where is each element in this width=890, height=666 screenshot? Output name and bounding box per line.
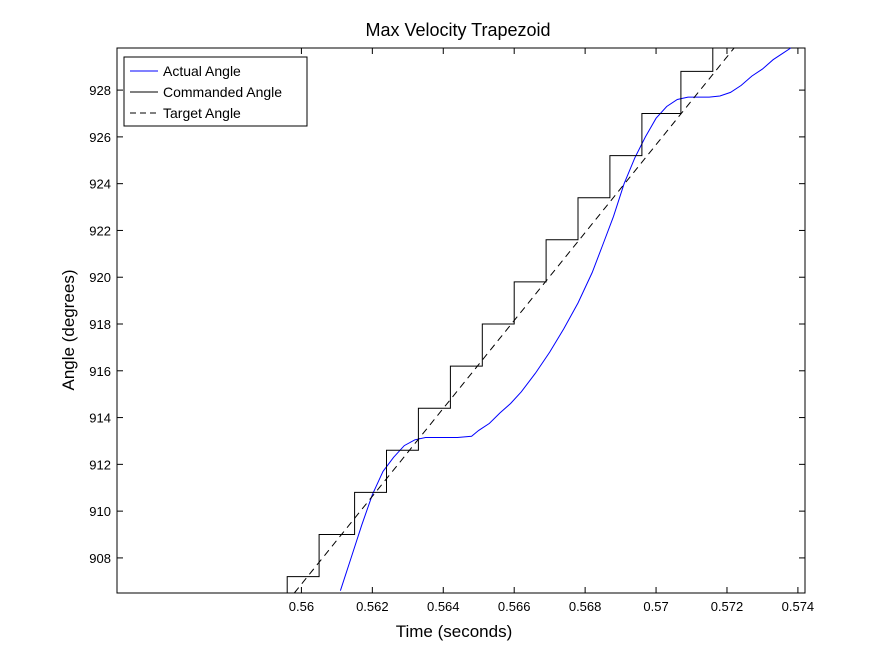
x-tick-label: 0.564	[427, 599, 460, 614]
x-tick-label: 0.562	[356, 599, 389, 614]
chart-title: Max Velocity Trapezoid	[365, 20, 550, 40]
y-tick-label: 910	[89, 504, 111, 519]
y-tick-label: 924	[89, 177, 111, 192]
y-tick-label: 912	[89, 457, 111, 472]
legend-label-commanded-angle: Commanded Angle	[163, 84, 282, 100]
y-tick-label: 920	[89, 270, 111, 285]
plot-area	[116, 47, 806, 594]
x-tick-label: 0.566	[498, 599, 531, 614]
y-tick-label: 928	[89, 83, 111, 98]
x-tick-label: 0.574	[782, 599, 815, 614]
y-tick-label: 908	[89, 551, 111, 566]
y-tick-label: 918	[89, 317, 111, 332]
legend: Actual Angle Commanded Angle Target Angl…	[123, 56, 308, 127]
series-line-actual-angle	[339, 47, 792, 591]
x-axis-label: Time (seconds)	[396, 622, 513, 641]
legend-label-target-angle: Target Angle	[163, 105, 241, 121]
lines-layer	[286, 47, 792, 594]
x-tick-label: 0.56	[289, 599, 314, 614]
x-tick-label: 0.572	[711, 599, 744, 614]
y-axis-label: Angle (degrees)	[59, 270, 78, 391]
legend-label-actual-angle: Actual Angle	[163, 63, 241, 79]
ticks-layer: 0.56 0.562 0.564 0.566 0.568 0.57 0.572 0.574 90…	[89, 48, 814, 614]
y-tick-label: 922	[89, 223, 111, 238]
series-line-target-angle	[293, 47, 735, 594]
y-tick-label: 926	[89, 130, 111, 145]
series-line-commanded-angle	[286, 48, 714, 593]
y-tick-label: 914	[89, 411, 111, 426]
x-tick-label: 0.568	[569, 599, 602, 614]
x-tick-label: 0.57	[643, 599, 668, 614]
y-tick-label: 916	[89, 364, 111, 379]
